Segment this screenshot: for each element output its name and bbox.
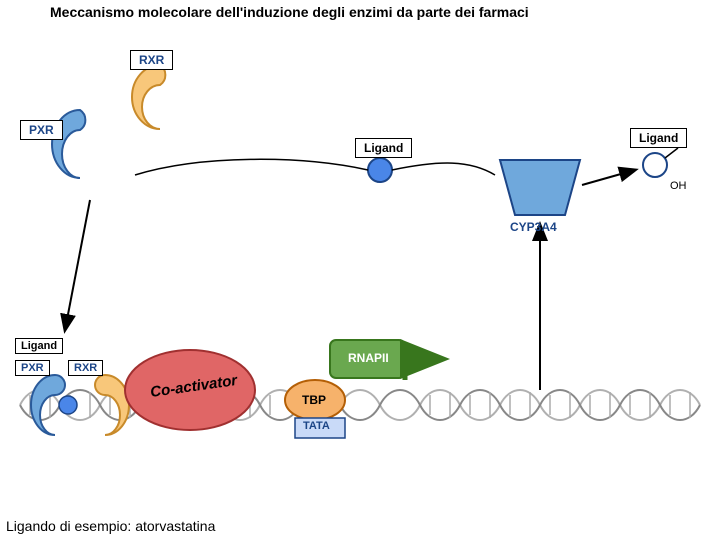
rxr-bottom-shape: [95, 375, 129, 435]
ligand-right-shape: [643, 148, 678, 177]
pxr-top-label: PXR: [20, 120, 63, 140]
rxr-bottom-label: RXR: [68, 360, 103, 376]
pxr-bottom-label: PXR: [15, 360, 50, 376]
oh-label: OH: [670, 180, 687, 192]
rxr-top-shape: [132, 65, 165, 129]
rnapii-label: RNAPII: [340, 349, 397, 367]
ligand-top-shape: [368, 158, 392, 182]
ligand-top-label: Ligand: [355, 138, 412, 158]
cyp3a4-shape: [500, 160, 580, 215]
cyp3a4-label: CYP3A4: [510, 220, 557, 234]
diagram-title: Meccanismo molecolare dell'induzione deg…: [0, 4, 720, 20]
diagram-footer: Ligando di esempio: atorvastatina: [6, 518, 215, 534]
ligand-right-label: Ligand: [630, 128, 687, 148]
ligand-bottom-label: Ligand: [15, 338, 63, 354]
coactivator-label: Co-activator: [149, 372, 238, 401]
diagram-canvas: [0, 0, 720, 540]
rxr-top-label: RXR: [130, 50, 173, 70]
tbp-label: TBP: [302, 393, 326, 407]
tata-label: TATA: [303, 420, 330, 432]
pxr-bottom-shape: [31, 375, 77, 435]
